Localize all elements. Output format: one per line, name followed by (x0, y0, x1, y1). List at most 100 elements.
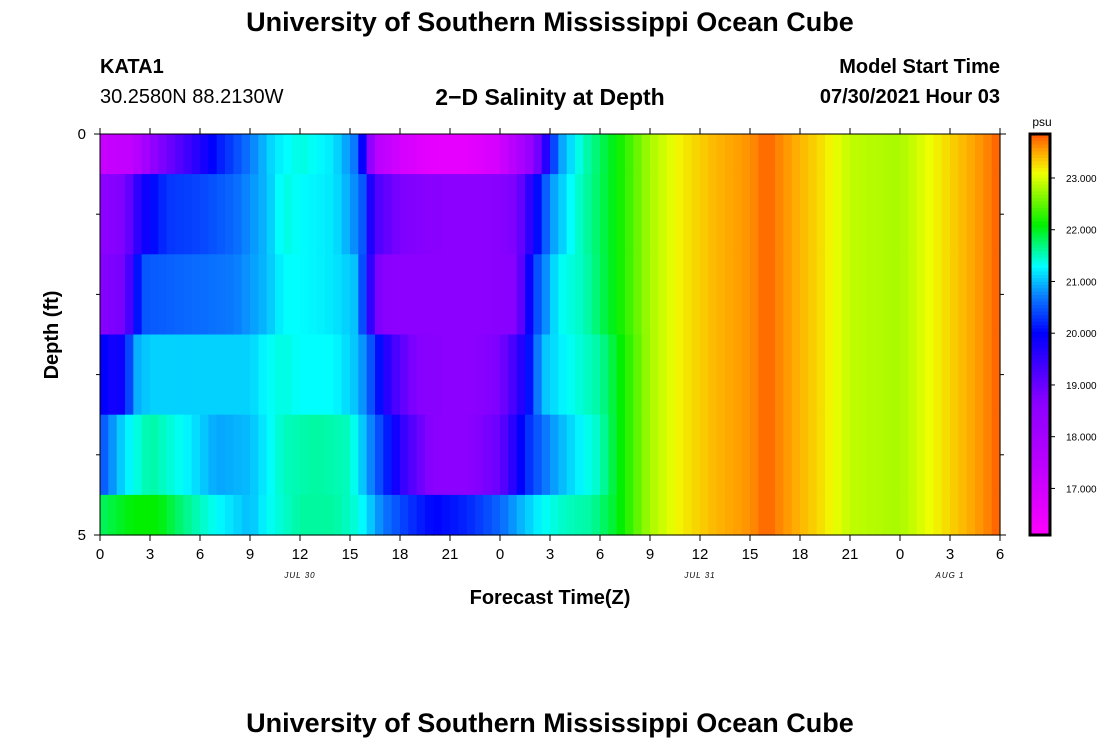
heatmap-cell (425, 414, 434, 496)
heatmap-cell (658, 334, 668, 416)
heatmap-cell (600, 334, 609, 416)
heatmap-cell (291, 134, 301, 175)
colorbar-segment (1030, 468, 1050, 473)
heatmap-cell (358, 254, 368, 336)
heatmap-cell (733, 494, 743, 536)
x-tick-label: 6 (596, 546, 604, 563)
colorbar-segment (1030, 154, 1050, 158)
footer-title: University of Southern Mississippi Ocean… (246, 708, 854, 738)
heatmap-cell (233, 494, 243, 536)
heatmap-cell (200, 414, 209, 496)
x-tick-label: 3 (946, 546, 954, 563)
heatmap-cell (466, 134, 476, 175)
heatmap-cell (241, 494, 251, 536)
heatmap-cell (766, 174, 776, 255)
heatmap-cell (191, 134, 201, 175)
x-tick-label: 3 (546, 546, 554, 563)
heatmap-cell (225, 414, 234, 496)
heatmap-cell (808, 134, 818, 175)
heatmap-cell (500, 334, 509, 416)
heatmap-cell (508, 134, 518, 175)
heatmap-cell (416, 174, 426, 255)
heatmap-cell (741, 334, 751, 416)
heatmap-cell (691, 334, 701, 416)
colorbar-segment (1030, 357, 1050, 362)
heatmap-cell (183, 254, 193, 336)
heatmap-cell (625, 134, 634, 175)
heatmap-cell (991, 494, 1001, 536)
heatmap-cell (325, 414, 334, 496)
heatmap-cell (458, 494, 468, 536)
heatmap-cell (283, 254, 293, 336)
x-tick-label: 9 (246, 546, 254, 563)
heatmap-cell (533, 414, 543, 496)
colorbar-segment (1030, 508, 1050, 513)
heatmap-cell (133, 494, 143, 536)
heatmap-cell (625, 254, 634, 336)
heatmap-cell (150, 174, 159, 255)
x-tick-label: 21 (442, 546, 459, 563)
heatmap-cell (325, 174, 334, 255)
heatmap-cell (883, 254, 893, 336)
heatmap-cell (766, 334, 776, 416)
heatmap-cell (558, 334, 568, 416)
heatmap-cell (975, 174, 984, 255)
heatmap-cell (283, 134, 293, 175)
heatmap-cell (558, 134, 568, 175)
heatmap-cell (933, 494, 943, 536)
heatmap-cell (983, 174, 993, 255)
heatmap-cell (400, 134, 409, 175)
heatmap-cell (816, 254, 826, 336)
heatmap-cell (675, 254, 684, 336)
heatmap-cell (941, 254, 951, 336)
heatmap-cell (100, 134, 109, 175)
heatmap-cell (750, 334, 759, 416)
heatmap-cell (875, 174, 884, 255)
heatmap-cell (441, 494, 451, 536)
heatmap-cell (441, 174, 451, 255)
heatmap-cell (483, 414, 493, 496)
heatmap-cell (758, 494, 768, 536)
heatmap-cell (183, 134, 193, 175)
colorbar-segment (1030, 414, 1050, 419)
heatmap-cell (750, 494, 759, 536)
heatmap-cell (441, 254, 451, 336)
heatmap-cell (508, 174, 518, 255)
heatmap-cell (858, 414, 868, 496)
heatmap-cell (125, 174, 134, 255)
heatmap-cell (966, 414, 976, 496)
heatmap-cell (591, 174, 601, 255)
heatmap-cell (708, 254, 718, 336)
heatmap-cell (766, 494, 776, 536)
heatmap-cell (400, 254, 409, 336)
colorbar-segment (1030, 150, 1050, 155)
heatmap-cell (833, 334, 843, 416)
heatmap-cell (441, 414, 451, 496)
heatmap-cell (308, 494, 318, 536)
heatmap-cell (866, 134, 876, 175)
heatmap-cell (141, 254, 151, 336)
x-tick-label: 0 (896, 546, 904, 563)
heatmap-cell (366, 254, 376, 336)
heatmap-cell (641, 494, 651, 536)
heatmap-cell (783, 414, 793, 496)
heatmap-cells (100, 134, 1001, 536)
heatmap-cell (808, 174, 818, 255)
heatmap-cell (933, 134, 943, 175)
heatmap-cell (741, 174, 751, 255)
heatmap-cell (275, 334, 284, 416)
heatmap-cell (666, 414, 676, 496)
heatmap-cell (258, 254, 268, 336)
colorbar-segment (1030, 291, 1050, 295)
heatmap-cell (425, 174, 434, 255)
heatmap-cell (141, 414, 151, 496)
heatmap-cell (233, 414, 243, 496)
heatmap-cell (891, 334, 901, 416)
heatmap-cell (416, 494, 426, 536)
heatmap-cell (875, 414, 884, 496)
heatmap-cell (725, 254, 734, 336)
colorbar-tick-label: 20.000 (1066, 329, 1097, 340)
colorbar-segment (1030, 240, 1050, 245)
heatmap-cell (791, 414, 801, 496)
colorbar-segment (1030, 367, 1050, 372)
